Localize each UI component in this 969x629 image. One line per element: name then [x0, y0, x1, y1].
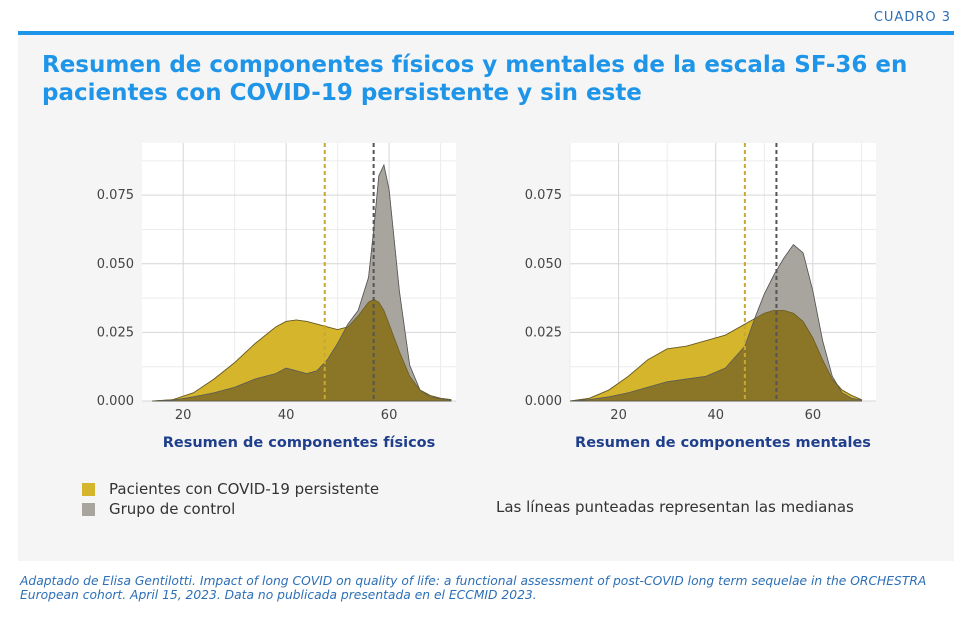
median-note: Las líneas punteadas representan las med… [496, 498, 854, 516]
figure-title: Resumen de componentes físicos y mentale… [42, 52, 908, 106]
x-tick-label: 60 [805, 408, 822, 423]
chart-mental: 20 40 60 0.000 0.025 0.050 0.075 Resumen de com… [525, 143, 876, 451]
density-control-outline [569, 244, 862, 402]
legend-label-control: Grupo de control [109, 500, 236, 518]
density-covid-outline [152, 298, 452, 402]
y-tick-label: 0.050 [97, 257, 134, 272]
y-tick-label: 0.000 [97, 394, 134, 409]
y-tick-label: 0.025 [97, 325, 134, 340]
x-axis-label: Resumen de componentes físicos [163, 435, 436, 451]
charts-svg: 20 40 60 0.000 0.025 0.050 0.075 Resumen de com… [97, 143, 876, 451]
density-overlap [570, 310, 862, 401]
density-covid-outline [569, 310, 862, 402]
source-citation: Adaptado de Elisa Gentilotti. Impact of … [20, 574, 927, 602]
y-tick-label: 0.025 [525, 325, 562, 340]
y-tick-label: 0.075 [97, 188, 134, 203]
figure-panel: Resumen de componentes físicos y mentale… [18, 35, 954, 561]
legend-swatch-covid [82, 482, 95, 496]
x-tick-label: 40 [278, 408, 295, 423]
top-rule [18, 31, 954, 35]
density-control-outline [152, 163, 452, 402]
x-tick-label: 20 [610, 408, 627, 423]
x-tick-label: 20 [175, 408, 192, 423]
x-axis-label: Resumen de componentes mentales [575, 435, 871, 451]
legend: Pacientes con COVID-19 persistente Grupo… [82, 479, 379, 519]
x-tick-label: 60 [381, 408, 398, 423]
y-tick-label: 0.075 [525, 188, 562, 203]
legend-swatch-control [82, 502, 95, 516]
legend-label-covid: Pacientes con COVID-19 persistente [109, 480, 380, 498]
x-tick-label: 40 [707, 408, 724, 423]
legend-item-control: Grupo de control [82, 499, 379, 519]
cuadro-label: CUADRO 3 [873, 10, 951, 25]
chart-physical: 20 40 60 0.000 0.025 0.050 0.075 Resumen de com… [97, 143, 456, 451]
y-tick-label: 0.050 [525, 257, 562, 272]
y-tick-label: 0.000 [525, 394, 562, 409]
legend-item-covid: Pacientes con COVID-19 persistente [82, 479, 379, 499]
density-overlap [152, 299, 451, 401]
